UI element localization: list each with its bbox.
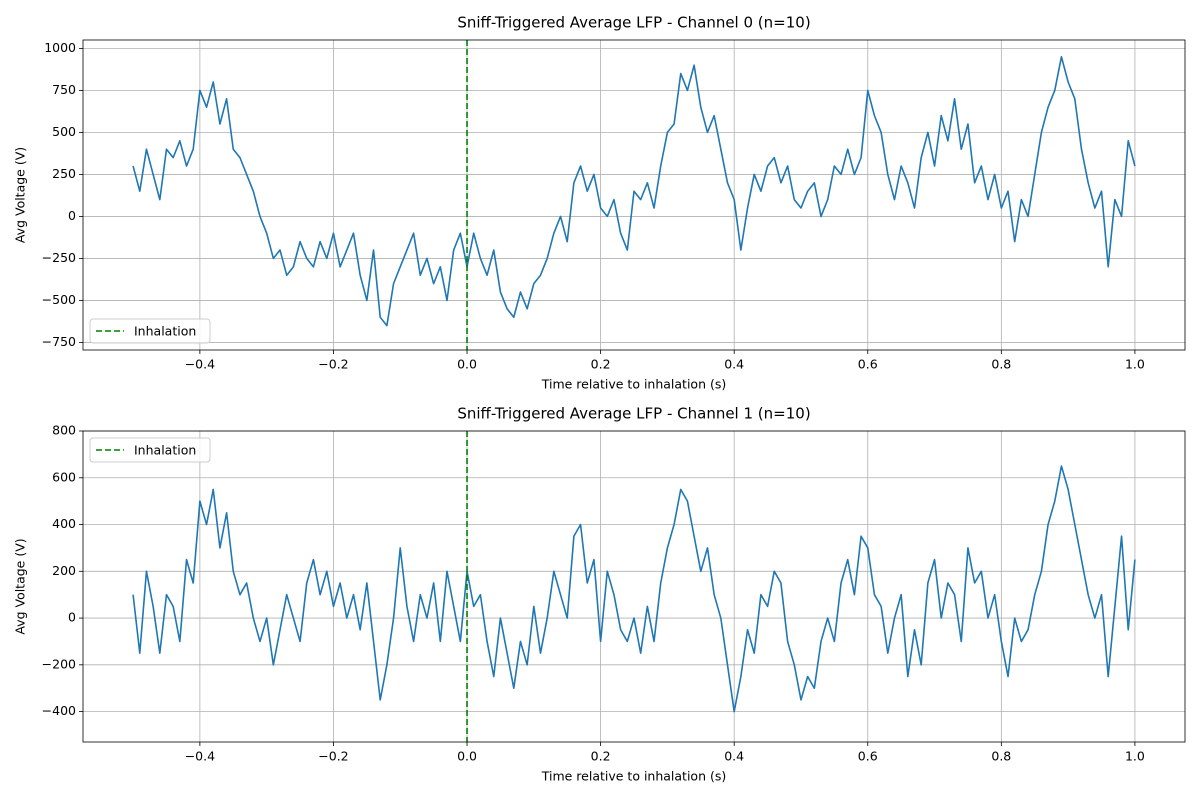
x-tick-label: −0.4 [185, 749, 215, 764]
axes-frame [82, 39, 1186, 351]
x-tick-label: 0.0 [457, 749, 477, 764]
y-tick-label: 1000 [44, 40, 76, 55]
chart-title: Sniff-Triggered Average LFP - Channel 1 … [457, 405, 810, 423]
y-tick-label: 800 [52, 423, 76, 438]
legend-box [89, 318, 211, 344]
x-tick-label: 0.4 [724, 749, 744, 764]
y-axis-label: Avg Voltage (V) [13, 147, 28, 243]
data-line [132, 465, 1136, 713]
x-tick-label: 1.0 [1125, 357, 1145, 372]
data-line [132, 56, 1136, 327]
x-tick-label: −0.4 [185, 357, 215, 372]
x-tick-label: 0.8 [991, 749, 1011, 764]
legend: Inhalation [89, 437, 211, 463]
x-tick-label: 0.6 [858, 357, 878, 372]
legend-label: Inhalation [134, 324, 196, 339]
x-tick-label: −0.2 [318, 357, 348, 372]
chart-title: Sniff-Triggered Average LFP - Channel 0 … [457, 14, 810, 32]
x-axis-label: Time relative to inhalation (s) [541, 769, 727, 784]
x-tick-label: 0.6 [858, 749, 878, 764]
y-tick-label: 0 [68, 208, 76, 223]
y-tick-label: 500 [52, 124, 76, 139]
x-tick-label: 0.2 [591, 749, 611, 764]
y-tick-label: −400 [42, 703, 76, 718]
axes-frame [82, 430, 1186, 743]
y-tick-label: 0 [68, 610, 76, 625]
axes: −0.4 −0.2 0.0 0.2 0.4 0.6 0.8 1.0 −400 −200 0 200 40… [13, 405, 1186, 784]
x-tick-label: 0.2 [591, 357, 611, 372]
y-tick-label: 400 [52, 516, 76, 531]
y-tick-label: 600 [52, 469, 76, 484]
axes: −0.4 −0.2 0.0 0.2 0.4 0.6 0.8 1.0 −750 −500 −250 0 2… [13, 14, 1186, 392]
x-tick-label: 1.0 [1125, 749, 1145, 764]
x-tick-label: −0.2 [318, 749, 348, 764]
x-tick-label: 0.4 [724, 357, 744, 372]
y-tick-label: −500 [42, 292, 76, 307]
legend-box [89, 437, 211, 463]
x-tick-label: 0.8 [991, 357, 1011, 372]
legend: Inhalation [89, 318, 211, 344]
y-tick-label: 750 [52, 82, 76, 97]
y-tick-label: −750 [42, 334, 76, 349]
x-axis-label: Time relative to inhalation (s) [541, 377, 727, 392]
y-tick-label: 250 [52, 166, 76, 181]
y-tick-label: −200 [42, 656, 76, 671]
y-tick-label: −250 [42, 250, 76, 265]
y-axis-label: Avg Voltage (V) [13, 538, 28, 634]
y-tick-label: 200 [52, 563, 76, 578]
legend-label: Inhalation [134, 443, 196, 458]
x-tick-label: 0.0 [457, 357, 477, 372]
